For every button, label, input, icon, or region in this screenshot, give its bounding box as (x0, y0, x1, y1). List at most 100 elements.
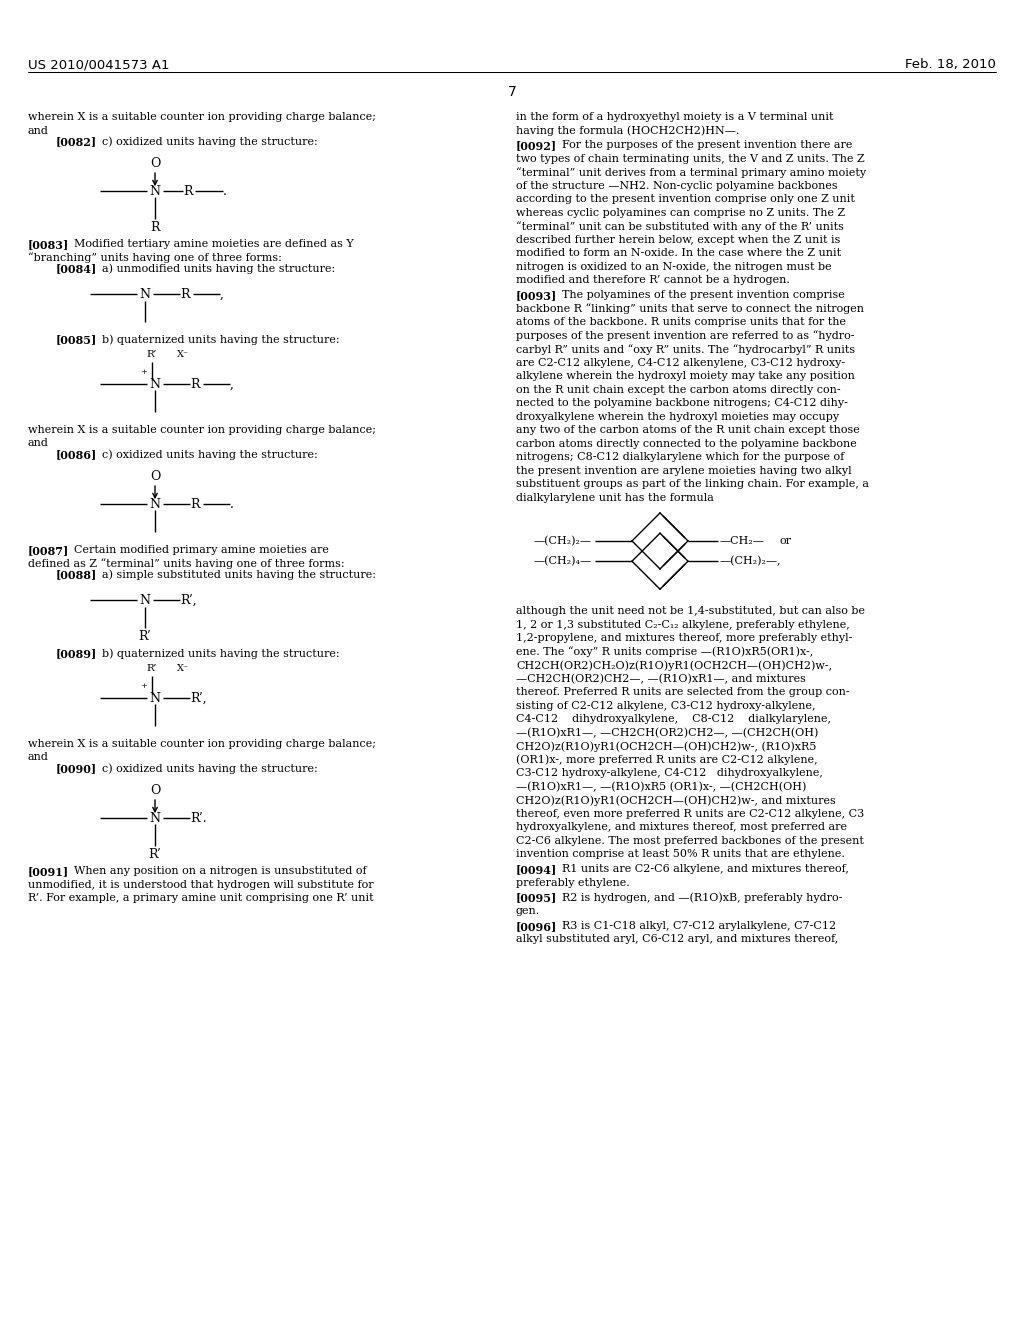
Text: [0091]: [0091] (28, 866, 70, 876)
Text: or: or (780, 536, 792, 546)
Text: N: N (150, 812, 161, 825)
Text: C3-C12 hydroxy-alkylene, C4-C12   dihydroxyalkylene,: C3-C12 hydroxy-alkylene, C4-C12 dihydrox… (516, 768, 823, 779)
Text: [0096]: [0096] (516, 921, 557, 932)
Text: N: N (150, 378, 161, 391)
Text: droxyalkylene wherein the hydroxyl moieties may occupy: droxyalkylene wherein the hydroxyl moiet… (516, 412, 839, 421)
Text: —(CH₂)₄—: —(CH₂)₄— (534, 556, 592, 566)
Text: having the formula (HOCH2CH2)HN—.: having the formula (HOCH2CH2)HN—. (516, 125, 739, 136)
Text: C2-C6 alkylene. The most preferred backbones of the present: C2-C6 alkylene. The most preferred backb… (516, 836, 864, 846)
Text: N: N (139, 288, 151, 301)
Text: O: O (150, 470, 160, 483)
Text: —(R1O)xR1—, —(R1O)xR5 (OR1)x-, —(CH2CH(OH): —(R1O)xR1—, —(R1O)xR5 (OR1)x-, —(CH2CH(O… (516, 781, 806, 792)
Text: US 2010/0041573 A1: US 2010/0041573 A1 (28, 58, 170, 71)
Text: R: R (180, 288, 189, 301)
Text: R: R (183, 185, 193, 198)
Text: nitrogens; C8-C12 dialkylarylene which for the purpose of: nitrogens; C8-C12 dialkylarylene which f… (516, 453, 844, 462)
Text: N: N (150, 185, 161, 198)
Text: R: R (190, 378, 200, 391)
Text: R’: R’ (146, 664, 158, 673)
Text: in the form of a hydroxyethyl moiety is a V terminal unit: in the form of a hydroxyethyl moiety is … (516, 112, 834, 121)
Text: R: R (190, 498, 200, 511)
Text: R’: R’ (146, 350, 158, 359)
Text: according to the present invention comprise only one Z unit: according to the present invention compr… (516, 194, 855, 205)
Text: (OR1)x-, more preferred R units are C2-C12 alkylene,: (OR1)x-, more preferred R units are C2-C… (516, 755, 817, 766)
Text: X⁻: X⁻ (177, 664, 189, 673)
Text: 1,2-propylene, and mixtures thereof, more preferably ethyl-: 1,2-propylene, and mixtures thereof, mor… (516, 634, 852, 643)
Text: whereas cyclic polyamines can comprise no Z units. The Z: whereas cyclic polyamines can comprise n… (516, 207, 845, 218)
Text: [0090]: [0090] (56, 763, 97, 775)
Text: .: . (230, 498, 233, 511)
Text: gen.: gen. (516, 906, 541, 916)
Text: described further herein below, except when the Z unit is: described further herein below, except w… (516, 235, 841, 244)
Text: dialkylarylene unit has the formula: dialkylarylene unit has the formula (516, 492, 714, 503)
Text: and: and (28, 752, 49, 763)
Text: substituent groups as part of the linking chain. For example, a: substituent groups as part of the linkin… (516, 479, 869, 490)
Text: alkyl substituted aryl, C6-C12 aryl, and mixtures thereof,: alkyl substituted aryl, C6-C12 aryl, and… (516, 935, 839, 944)
Text: “branching” units having one of three forms:: “branching” units having one of three fo… (28, 252, 282, 264)
Text: +: + (140, 368, 147, 376)
Text: although the unit need not be 1,4-substituted, but can also be: although the unit need not be 1,4-substi… (516, 606, 865, 616)
Text: [0086]: [0086] (56, 449, 97, 461)
Text: +: + (140, 682, 147, 690)
Text: nected to the polyamine backbone nitrogens; C4-C12 dihy-: nected to the polyamine backbone nitroge… (516, 399, 848, 408)
Text: two types of chain terminating units, the V and Z units. The Z: two types of chain terminating units, th… (516, 154, 864, 164)
Text: R: R (151, 220, 160, 234)
Text: O: O (150, 784, 160, 797)
Text: a) unmodified units having the structure:: a) unmodified units having the structure… (102, 264, 335, 275)
Text: N: N (139, 594, 151, 607)
Text: ene. The “oxy” R units comprise —(R1O)xR5(OR1)x-,: ene. The “oxy” R units comprise —(R1O)xR… (516, 647, 813, 657)
Text: purposes of the present invention are referred to as “hydro-: purposes of the present invention are re… (516, 331, 854, 342)
Text: .: . (223, 185, 227, 198)
Text: [0083]: [0083] (28, 239, 70, 249)
Text: wherein X is a suitable counter ion providing charge balance;: wherein X is a suitable counter ion prov… (28, 112, 376, 121)
Text: carbon atoms directly connected to the polyamine backbone: carbon atoms directly connected to the p… (516, 438, 857, 449)
Text: R1 units are C2-C6 alkylene, and mixtures thereof,: R1 units are C2-C6 alkylene, and mixture… (562, 865, 849, 874)
Text: [0084]: [0084] (56, 264, 97, 275)
Text: X⁻: X⁻ (177, 350, 189, 359)
Text: —(R1O)xR1—, —CH2CH(OR2)CH2—, —(CH2CH(OH): —(R1O)xR1—, —CH2CH(OR2)CH2—, —(CH2CH(OH) (516, 727, 818, 738)
Text: defined as Z “terminal” units having one of three forms:: defined as Z “terminal” units having one… (28, 558, 345, 569)
Text: any two of the carbon atoms of the R unit chain except those: any two of the carbon atoms of the R uni… (516, 425, 860, 436)
Text: [0082]: [0082] (56, 136, 97, 148)
Text: Feb. 18, 2010: Feb. 18, 2010 (905, 58, 996, 71)
Text: Certain modified primary amine moieties are: Certain modified primary amine moieties … (74, 545, 329, 556)
Text: ,: , (230, 378, 233, 391)
Text: CH2O)z(R1O)yR1(OCH2CH—(OH)CH2)w-, (R1O)xR5: CH2O)z(R1O)yR1(OCH2CH—(OH)CH2)w-, (R1O)x… (516, 742, 816, 752)
Text: and: and (28, 438, 49, 449)
Text: 1, 2 or 1,3 substituted C₂-C₁₂ alkylene, preferably ethylene,: 1, 2 or 1,3 substituted C₂-C₁₂ alkylene,… (516, 619, 850, 630)
Text: R’: R’ (148, 847, 162, 861)
Text: unmodified, it is understood that hydrogen will substitute for: unmodified, it is understood that hydrog… (28, 879, 374, 890)
Text: wherein X is a suitable counter ion providing charge balance;: wherein X is a suitable counter ion prov… (28, 425, 376, 436)
Text: and: and (28, 125, 49, 136)
Text: atoms of the backbone. R units comprise units that for the: atoms of the backbone. R units comprise … (516, 317, 846, 327)
Text: R’.: R’. (190, 812, 207, 825)
Text: [0093]: [0093] (516, 290, 557, 301)
Text: thereof, even more preferred R units are C2-C12 alkylene, C3: thereof, even more preferred R units are… (516, 809, 864, 818)
Text: c) oxidized units having the structure:: c) oxidized units having the structure: (102, 449, 317, 459)
Text: R2 is hydrogen, and —(R1O)xB, preferably hydro-: R2 is hydrogen, and —(R1O)xB, preferably… (562, 892, 843, 903)
Text: “terminal” unit can be substituted with any of the R’ units: “terminal” unit can be substituted with … (516, 222, 844, 232)
Text: N: N (150, 498, 161, 511)
Text: sisting of C2-C12 alkylene, C3-C12 hydroxy-alkylene,: sisting of C2-C12 alkylene, C3-C12 hydro… (516, 701, 815, 710)
Text: When any position on a nitrogen is unsubstituted of: When any position on a nitrogen is unsub… (74, 866, 367, 876)
Text: [0087]: [0087] (28, 545, 70, 556)
Text: modified and therefore R’ cannot be a hydrogen.: modified and therefore R’ cannot be a hy… (516, 276, 790, 285)
Text: [0095]: [0095] (516, 892, 557, 903)
Text: R’,: R’, (190, 692, 207, 705)
Text: wherein X is a suitable counter ion providing charge balance;: wherein X is a suitable counter ion prov… (28, 739, 376, 748)
Text: R’: R’ (138, 630, 152, 643)
Text: —(CH₂)₂—: —(CH₂)₂— (534, 536, 592, 546)
Text: R’. For example, a primary amine unit comprising one R’ unit: R’. For example, a primary amine unit co… (28, 894, 374, 903)
Text: c) oxidized units having the structure:: c) oxidized units having the structure: (102, 136, 317, 147)
Text: The polyamines of the present invention comprise: The polyamines of the present invention … (562, 290, 845, 300)
Text: [0092]: [0092] (516, 140, 557, 152)
Text: carbyl R” units and “oxy R” units. The “hydrocarbyl” R units: carbyl R” units and “oxy R” units. The “… (516, 345, 855, 355)
Text: of the structure —NH2. Non-cyclic polyamine backbones: of the structure —NH2. Non-cyclic polyam… (516, 181, 838, 191)
Text: c) oxidized units having the structure:: c) oxidized units having the structure: (102, 763, 317, 774)
Text: R’,: R’, (180, 594, 197, 607)
Text: —(CH₂)₂—,: —(CH₂)₂—, (720, 556, 781, 566)
Text: —CH₂—: —CH₂— (720, 536, 765, 546)
Text: b) quaternized units having the structure:: b) quaternized units having the structur… (102, 334, 340, 345)
Text: R3 is C1-C18 alkyl, C7-C12 arylalkylene, C7-C12: R3 is C1-C18 alkyl, C7-C12 arylalkylene,… (562, 921, 837, 931)
Text: [0089]: [0089] (56, 648, 97, 659)
